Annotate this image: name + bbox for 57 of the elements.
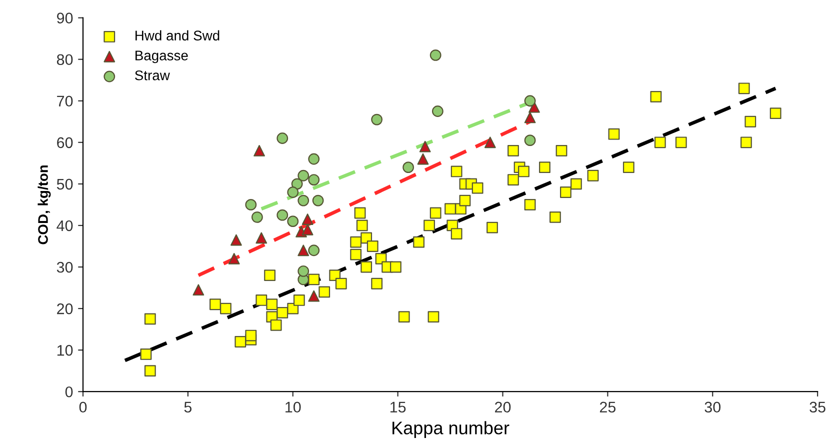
point: [417, 153, 429, 165]
point: [228, 252, 240, 264]
point: [302, 214, 314, 225]
point: [254, 145, 265, 156]
point: [287, 186, 299, 198]
x-tick-label: 35: [810, 402, 826, 413]
y-tick-label: 70: [57, 96, 73, 107]
point: [524, 95, 536, 107]
x-tick-label: 25: [600, 402, 616, 413]
point: [251, 211, 263, 223]
legend-label: Hwd and Swd: [136, 30, 220, 40]
point: [192, 284, 204, 296]
point: [430, 49, 442, 61]
point: [524, 134, 536, 146]
point: [287, 216, 299, 228]
x-tick-label: 5: [184, 402, 192, 413]
y-tick-label: 20: [57, 303, 73, 314]
point: [298, 194, 310, 206]
point: [298, 170, 310, 182]
point: [308, 244, 320, 256]
point: [432, 106, 444, 117]
point: [528, 101, 540, 113]
point: [302, 224, 314, 236]
y-tick-label: 40: [56, 220, 73, 232]
point: [230, 234, 242, 246]
y-tick-label: 30: [56, 262, 73, 273]
point: [371, 114, 383, 126]
y-tick-label: 60: [57, 137, 73, 148]
x-tick-label: 15: [390, 402, 406, 413]
x-tick-label: 30: [704, 402, 721, 413]
point: [276, 132, 288, 144]
point: [312, 194, 324, 206]
x-axis-title: Kappa number: [392, 421, 510, 438]
y-tick-label: 80: [56, 54, 73, 66]
y-tick-label: 90: [57, 12, 73, 24]
y-tick-label: 50: [56, 178, 73, 190]
point: [245, 198, 257, 210]
point: [276, 209, 288, 221]
legend-label: Bagasse: [136, 50, 188, 64]
point: [402, 162, 414, 174]
y-tick-label: 0: [65, 386, 73, 398]
point: [524, 112, 536, 124]
point: [298, 244, 310, 256]
point: [484, 136, 496, 148]
x-tick-label: 20: [495, 402, 511, 413]
legend-label: Straw: [135, 70, 170, 80]
point: [298, 265, 310, 277]
point: [308, 174, 320, 186]
point: [256, 232, 268, 244]
point: [291, 178, 303, 190]
point: [308, 290, 320, 302]
point: [419, 140, 431, 152]
x-tick-label: 10: [286, 402, 301, 413]
x-tick-label: 0: [79, 402, 87, 413]
point: [308, 153, 320, 165]
y-tick-label: 10: [57, 344, 73, 356]
y-axis-title: COD, kg/ton: [38, 165, 51, 244]
